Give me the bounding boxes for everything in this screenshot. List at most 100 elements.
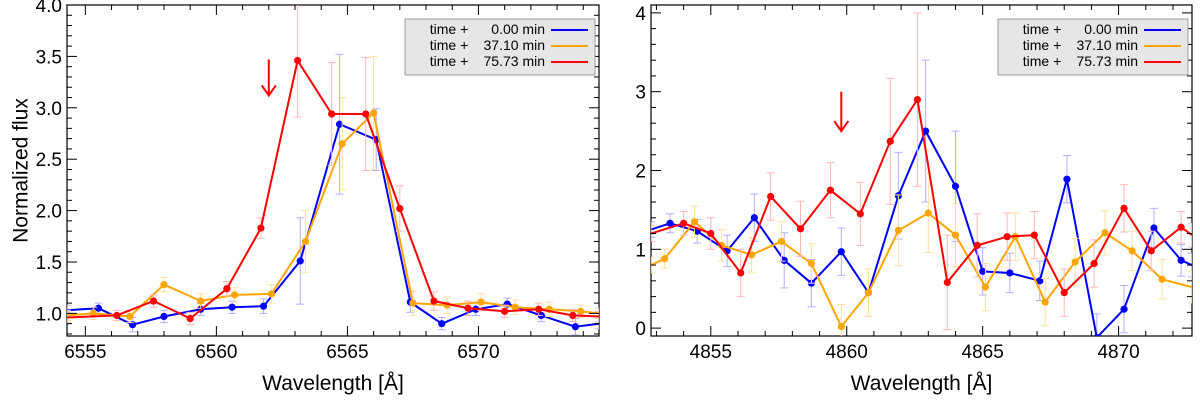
hbeta-y-tick-label: 1: [635, 240, 646, 261]
halpha-y-tick-label: 2.0: [36, 202, 62, 223]
hbeta-data-point: [1063, 175, 1071, 183]
halpha-x-axis-title: Wavelength [Å]: [262, 372, 404, 395]
hbeta-arrow-head: [833, 120, 850, 133]
halpha-x-tick-label: 6565: [326, 342, 368, 363]
halpha-y-tick-label: 3.0: [36, 99, 62, 120]
hbeta-data-point: [856, 210, 864, 218]
hbeta-series-1: [651, 173, 1192, 336]
hbeta-data-point: [1120, 305, 1128, 313]
hbeta-data-point: [886, 137, 894, 145]
halpha-data-point: [409, 299, 417, 307]
halpha-data-point: [464, 304, 472, 312]
hbeta-data-point: [1090, 259, 1098, 268]
halpha-legend-prefix: time +: [430, 53, 469, 69]
hbeta-data-point: [680, 219, 688, 227]
hbeta-data-point: [750, 214, 758, 222]
hbeta-data-point: [1128, 247, 1136, 255]
hbeta-data-point: [747, 251, 756, 259]
halpha-legend-prefix: time +: [430, 21, 469, 37]
hbeta-data-point: [1071, 258, 1079, 266]
halpha-data-point: [296, 257, 304, 265]
hbeta-data-point: [951, 231, 960, 239]
hbeta-data-point: [981, 283, 989, 291]
halpha-data-point: [259, 302, 268, 310]
halpha-data-point: [94, 304, 103, 312]
halpha-data-point: [228, 303, 236, 311]
hbeta-annotation: [833, 91, 850, 133]
hbeta-data-point: [807, 259, 815, 268]
halpha-arrow-head: [260, 84, 277, 98]
hbeta-data-point: [796, 225, 805, 233]
halpha-data-point: [267, 290, 276, 298]
halpha-axis-ticks: 6555 6560 6565 6570 1.0 1.5 2.0 2.5 3.0 3.5 4.0: [36, 0, 599, 363]
hbeta-legend-prefix: time +: [1023, 37, 1062, 53]
hbeta-data-point: [1036, 277, 1044, 285]
hbeta-data-point: [777, 237, 786, 246]
hbeta-data-point: [943, 278, 951, 287]
hbeta-data-point: [1158, 275, 1166, 283]
halpha-data-point: [569, 311, 577, 320]
halpha-data-point: [257, 224, 265, 232]
halpha-data-point: [535, 305, 543, 313]
hbeta-series-line: [651, 96, 1192, 295]
hbeta-axis-ticks: 4855 4860 4865 4870 0 1 2 3 4: [635, 4, 1192, 363]
halpha-data-point: [186, 314, 194, 323]
hbeta-data-point: [666, 219, 674, 227]
hbeta-x-tick-label: 4860: [826, 342, 868, 363]
halpha-x-tick-label: 6560: [195, 342, 237, 363]
halpha-data-point: [328, 110, 336, 118]
hbeta-data-point: [780, 256, 788, 264]
hbeta-data-point: [1041, 298, 1049, 306]
halpha-legend[interactable]: time + 0.00 min time + 37.10 min time + 75.73…: [404, 18, 596, 76]
halpha-x-tick-label: 6555: [64, 342, 106, 363]
hbeta-data-point: [1060, 289, 1068, 297]
hbeta-y-tick-label: 3: [635, 83, 646, 104]
hbeta-legend-value: 75.73 min: [1077, 53, 1138, 69]
hbeta-data-point: [660, 255, 669, 263]
halpha-data-point: [160, 281, 168, 289]
hbeta-series-group: [651, 12, 1192, 336]
halpha-legend-prefix: time +: [430, 37, 469, 53]
hbeta-data-point: [837, 248, 845, 256]
halpha-data-point: [294, 56, 302, 65]
halpha-data-point: [438, 320, 446, 328]
halpha-data-point: [511, 303, 519, 311]
hbeta-data-point: [913, 95, 922, 104]
hbeta-series-line: [651, 211, 1192, 329]
halpha-legend-value: 75.73 min: [484, 53, 545, 69]
halpha-annotation: [260, 59, 277, 98]
hbeta-data-point: [1030, 231, 1038, 239]
hbeta-data-point: [1177, 223, 1185, 231]
halpha-legend-value: 37.10 min: [484, 37, 545, 53]
hbeta-legend-value: 37.10 min: [1077, 37, 1138, 53]
hbeta-data-point: [690, 218, 699, 226]
hbeta-data-point: [1093, 333, 1101, 336]
hbeta-data-point: [1147, 247, 1155, 255]
hbeta-y-tick-label: 4: [635, 4, 646, 25]
halpha-data-point: [301, 237, 310, 246]
hbeta-data-point: [1101, 229, 1109, 237]
halpha-data-point: [223, 285, 231, 293]
hbeta-legend[interactable]: time + 0.00 min time + 37.10 min time + 75.73…: [997, 18, 1189, 76]
hbeta-data-point: [979, 267, 987, 275]
hbeta-data-point: [894, 226, 902, 234]
hbeta-y-tick-label: 0: [635, 319, 646, 340]
hbeta-x-tick-label: 4855: [690, 342, 732, 363]
hbeta-data-point: [767, 192, 775, 201]
hbeta-x-tick-label: 4865: [962, 342, 1004, 363]
hbeta-y-tick-label: 2: [635, 162, 646, 183]
halpha-data-point: [160, 312, 168, 321]
halpha-y-tick-label: 2.5: [36, 150, 62, 171]
hbeta-data-point: [1003, 233, 1011, 241]
hbeta-data-point: [1177, 256, 1185, 264]
hbeta-data-point: [864, 289, 873, 297]
halpha-data-point: [335, 120, 344, 128]
hbeta-data-point: [826, 186, 835, 194]
halpha-series-line: [67, 57, 599, 320]
hbeta-data-point: [737, 269, 745, 277]
halpha-data-point: [501, 307, 509, 315]
hbeta-data-point: [1120, 204, 1128, 212]
hbeta-data-point: [718, 241, 726, 249]
